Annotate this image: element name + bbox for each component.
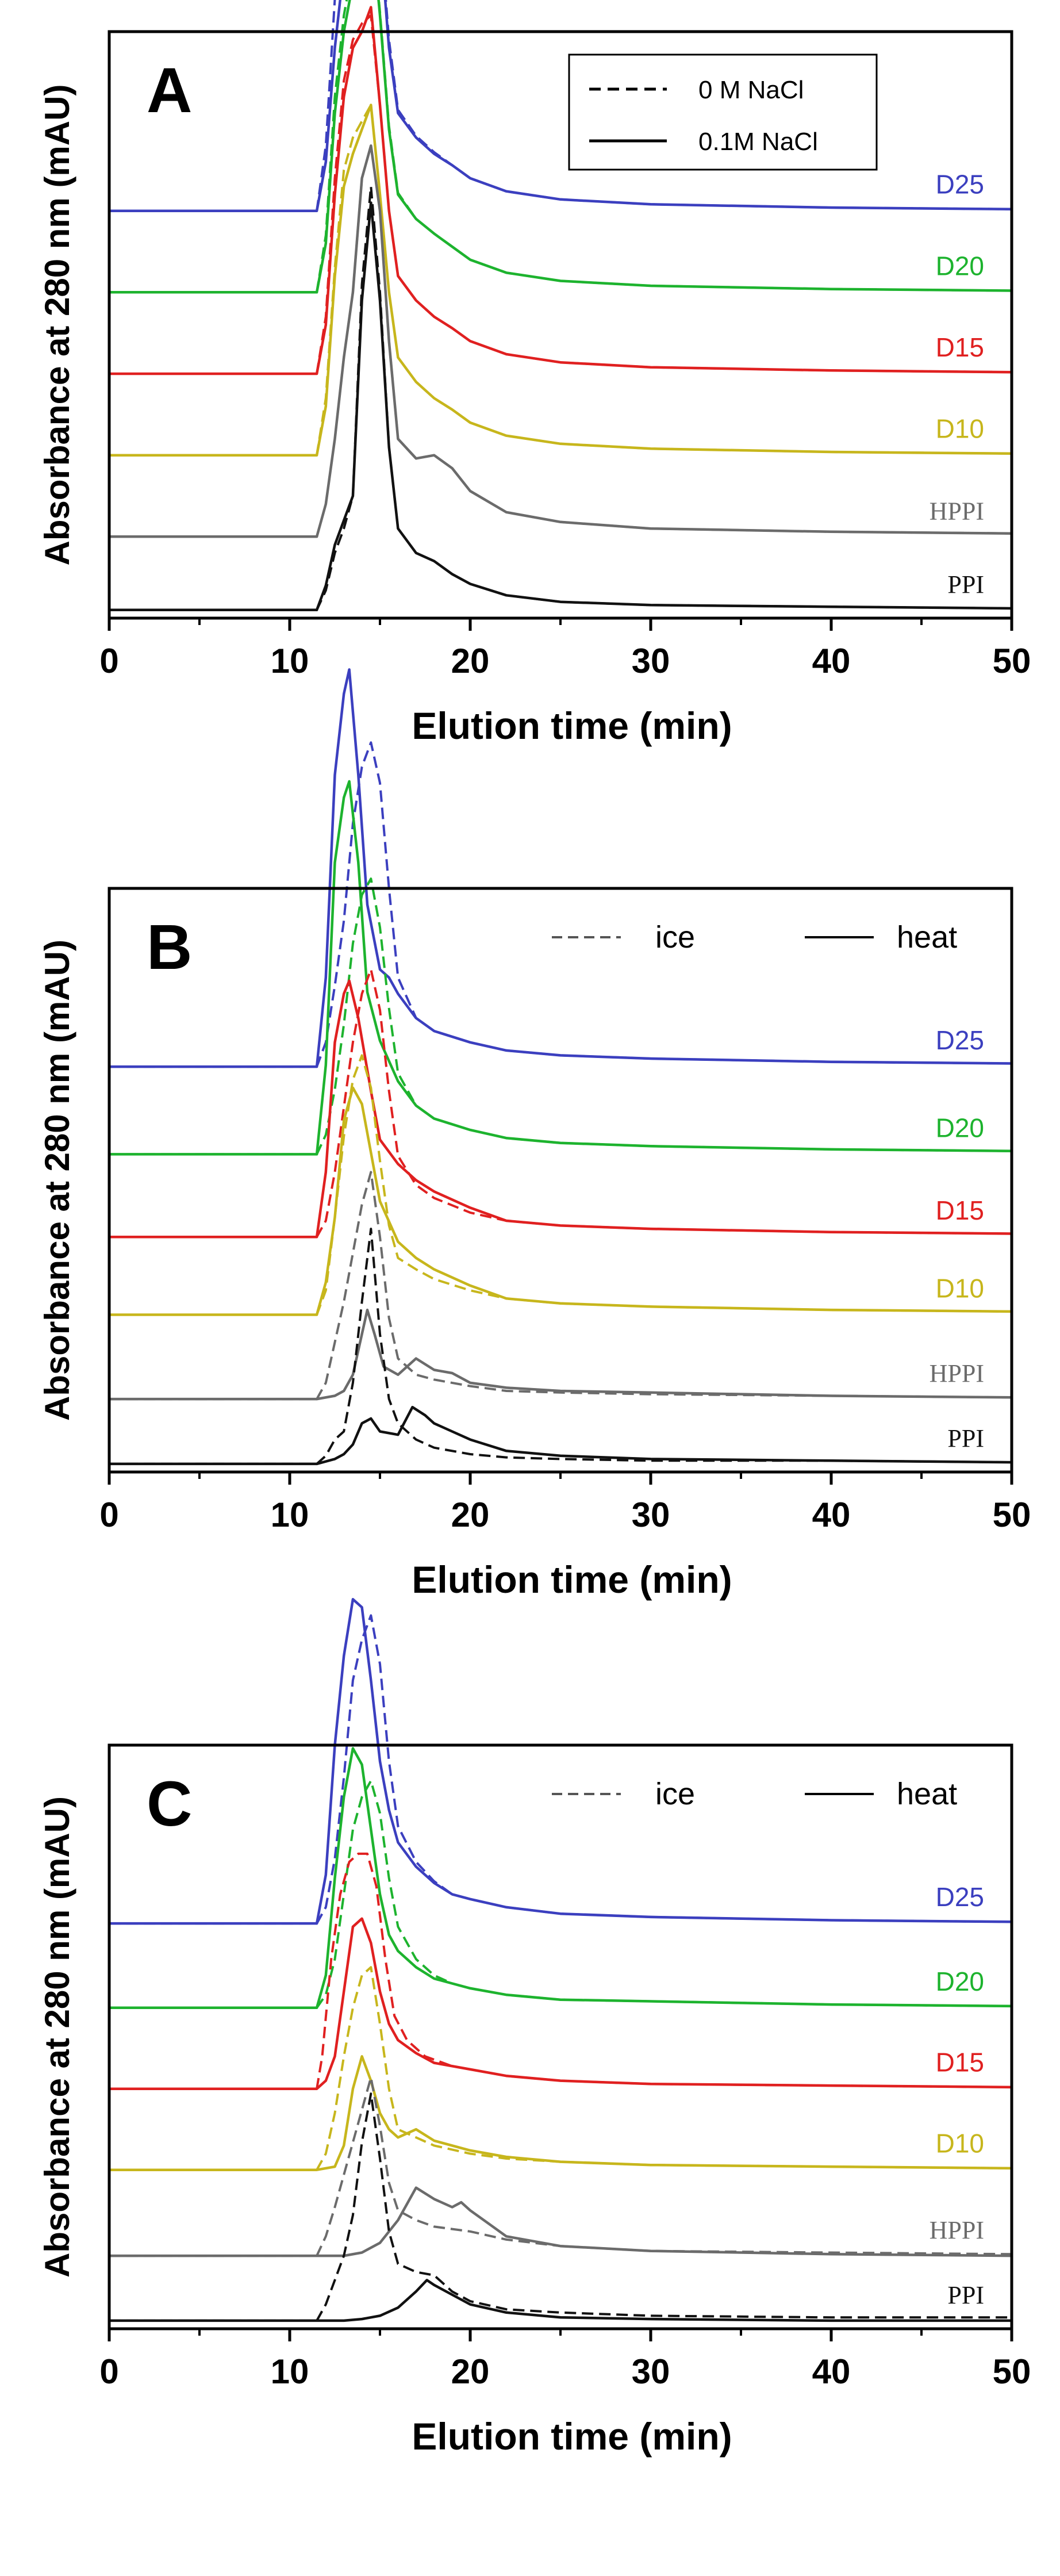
series-label-ppi: PPI	[947, 570, 984, 599]
x-tick-label: 0	[99, 2352, 118, 2391]
series-ppi-dashed-line	[109, 185, 1012, 611]
series-label-d25: D25	[936, 170, 984, 200]
panel-letter: B	[147, 912, 192, 983]
series-label-d20: D20	[936, 1113, 984, 1143]
y-axis-label: Absorbance at 280 nm (mAU)	[38, 85, 76, 566]
series-hppi-solid-line	[109, 144, 1012, 538]
x-axis-label: Elution time (min)	[412, 2415, 732, 2458]
series-d20-dashed-line	[109, 1780, 1012, 2009]
plot-frame	[107, 887, 1013, 1474]
series-ppi-dashed-line	[109, 1228, 1012, 1465]
series-d10-dashed-line	[109, 1966, 1012, 2171]
legend-box	[568, 53, 878, 171]
series-d10-solid-line	[109, 2055, 1012, 2171]
series-d10-solid-line	[109, 1086, 1012, 1316]
series-d20-solid-line	[109, 1747, 1012, 2010]
y-axis-label: Absorbance at 280 nm (mAU)	[38, 940, 76, 1421]
series-d10-dashed-line	[109, 1054, 1012, 1316]
series-label-d10: D10	[936, 414, 984, 444]
series-d20-dashed-line	[109, 877, 1012, 1156]
series-d15-solid-line	[109, 6, 1012, 375]
chart-panel-c: D25 D20 D15 D10 HPPI PPI 0 10 20 30 40 50 Elution ti…	[38, 1598, 1031, 2458]
panel-letter: A	[147, 55, 192, 126]
series-ppi-solid-line	[109, 2279, 1012, 2322]
series-d25-dashed-line	[109, 741, 1012, 1068]
series-hppi-dashed-line	[109, 144, 1012, 538]
series-label-d20: D20	[936, 251, 984, 281]
series-ppi-solid-line	[109, 1405, 1012, 1466]
x-tick-label: 0	[99, 642, 118, 680]
series-hppi-dashed-line	[109, 1171, 1012, 1401]
x-tick-label: 20	[451, 642, 490, 680]
series-label-ppi: PPI	[947, 1424, 984, 1452]
series-label-d25: D25	[936, 1025, 984, 1055]
x-tick-label: 20	[451, 1496, 490, 1534]
x-tick-label: 20	[451, 2352, 490, 2391]
x-tick-label: 30	[632, 642, 670, 680]
legend-label-dashed: ice	[655, 920, 695, 954]
legend-label-solid: 0.1M NaCl	[698, 128, 818, 156]
series-label-hppi: HPPI	[930, 497, 984, 525]
series-label-d15: D15	[936, 1195, 984, 1225]
x-tick-label: 10	[271, 1496, 309, 1534]
x-tick-label: 40	[812, 1496, 851, 1534]
series-d15-dashed-line	[109, 968, 1012, 1239]
series-d20-solid-line	[109, 0, 1012, 294]
series-label-hppi: HPPI	[930, 1359, 984, 1387]
x-tick-label: 50	[993, 2352, 1031, 2391]
series-d10-solid-line	[109, 103, 1012, 457]
series-label-ppi: PPI	[947, 2281, 984, 2309]
series-label-d25: D25	[936, 1882, 984, 1912]
series-label-d15: D15	[936, 2048, 984, 2077]
legend-label-solid: heat	[897, 920, 957, 954]
x-tick-label: 30	[632, 2352, 670, 2391]
series-ppi-dashed-line	[109, 2092, 1012, 2322]
legend-label-solid: heat	[897, 1777, 957, 1811]
x-tick-label: 50	[993, 642, 1031, 680]
series-d15-solid-line	[109, 1917, 1012, 2090]
panel-letter: C	[147, 1769, 192, 1839]
series-d25-solid-line	[109, 1598, 1012, 1925]
y-axis-label: Absorbance at 280 nm (mAU)	[38, 1796, 76, 2278]
x-tick-label: 10	[271, 642, 309, 680]
x-axis-label: Elution time (min)	[412, 1558, 732, 1601]
x-tick-label: 50	[993, 1496, 1031, 1534]
x-tick-label: 30	[632, 1496, 670, 1534]
series-ppi-solid-line	[109, 201, 1012, 612]
series-label-d10: D10	[936, 2129, 984, 2159]
x-axis-label: Elution time (min)	[412, 704, 732, 747]
chart-panel-b: D25 D20 D15 D10 HPPI PPI 0 10 20 30 40 50 Elution ti…	[38, 668, 1031, 1601]
series-d25-solid-line	[109, 668, 1012, 1068]
series-d25-solid-line	[109, 0, 1012, 212]
chart-panel-a: D25 D20 D15 D10 HPPI PPI 0 10 20 30 40 50 Elution ti…	[38, 0, 1031, 747]
series-d25-dashed-line	[109, 1614, 1012, 1925]
x-tick-label: 0	[99, 1496, 118, 1534]
series-d15-solid-line	[109, 979, 1012, 1239]
series-d15-dashed-line	[109, 1852, 1012, 2090]
series-d20-solid-line	[109, 780, 1012, 1156]
x-tick-label: 40	[812, 642, 851, 680]
x-tick-label: 40	[812, 2352, 851, 2391]
legend-label-dashed: 0 M NaCl	[698, 76, 804, 104]
series-hppi-solid-line	[109, 2186, 1012, 2257]
x-tick-label: 10	[271, 2352, 309, 2391]
series-label-hppi: HPPI	[930, 2216, 984, 2244]
series-label-d15: D15	[936, 332, 984, 362]
series-hppi-solid-line	[109, 1308, 1012, 1401]
series-label-d20: D20	[936, 1966, 984, 1996]
legend-label-dashed: ice	[655, 1777, 695, 1811]
series-label-d10: D10	[936, 1274, 984, 1304]
plot-frame	[107, 1743, 1013, 2330]
